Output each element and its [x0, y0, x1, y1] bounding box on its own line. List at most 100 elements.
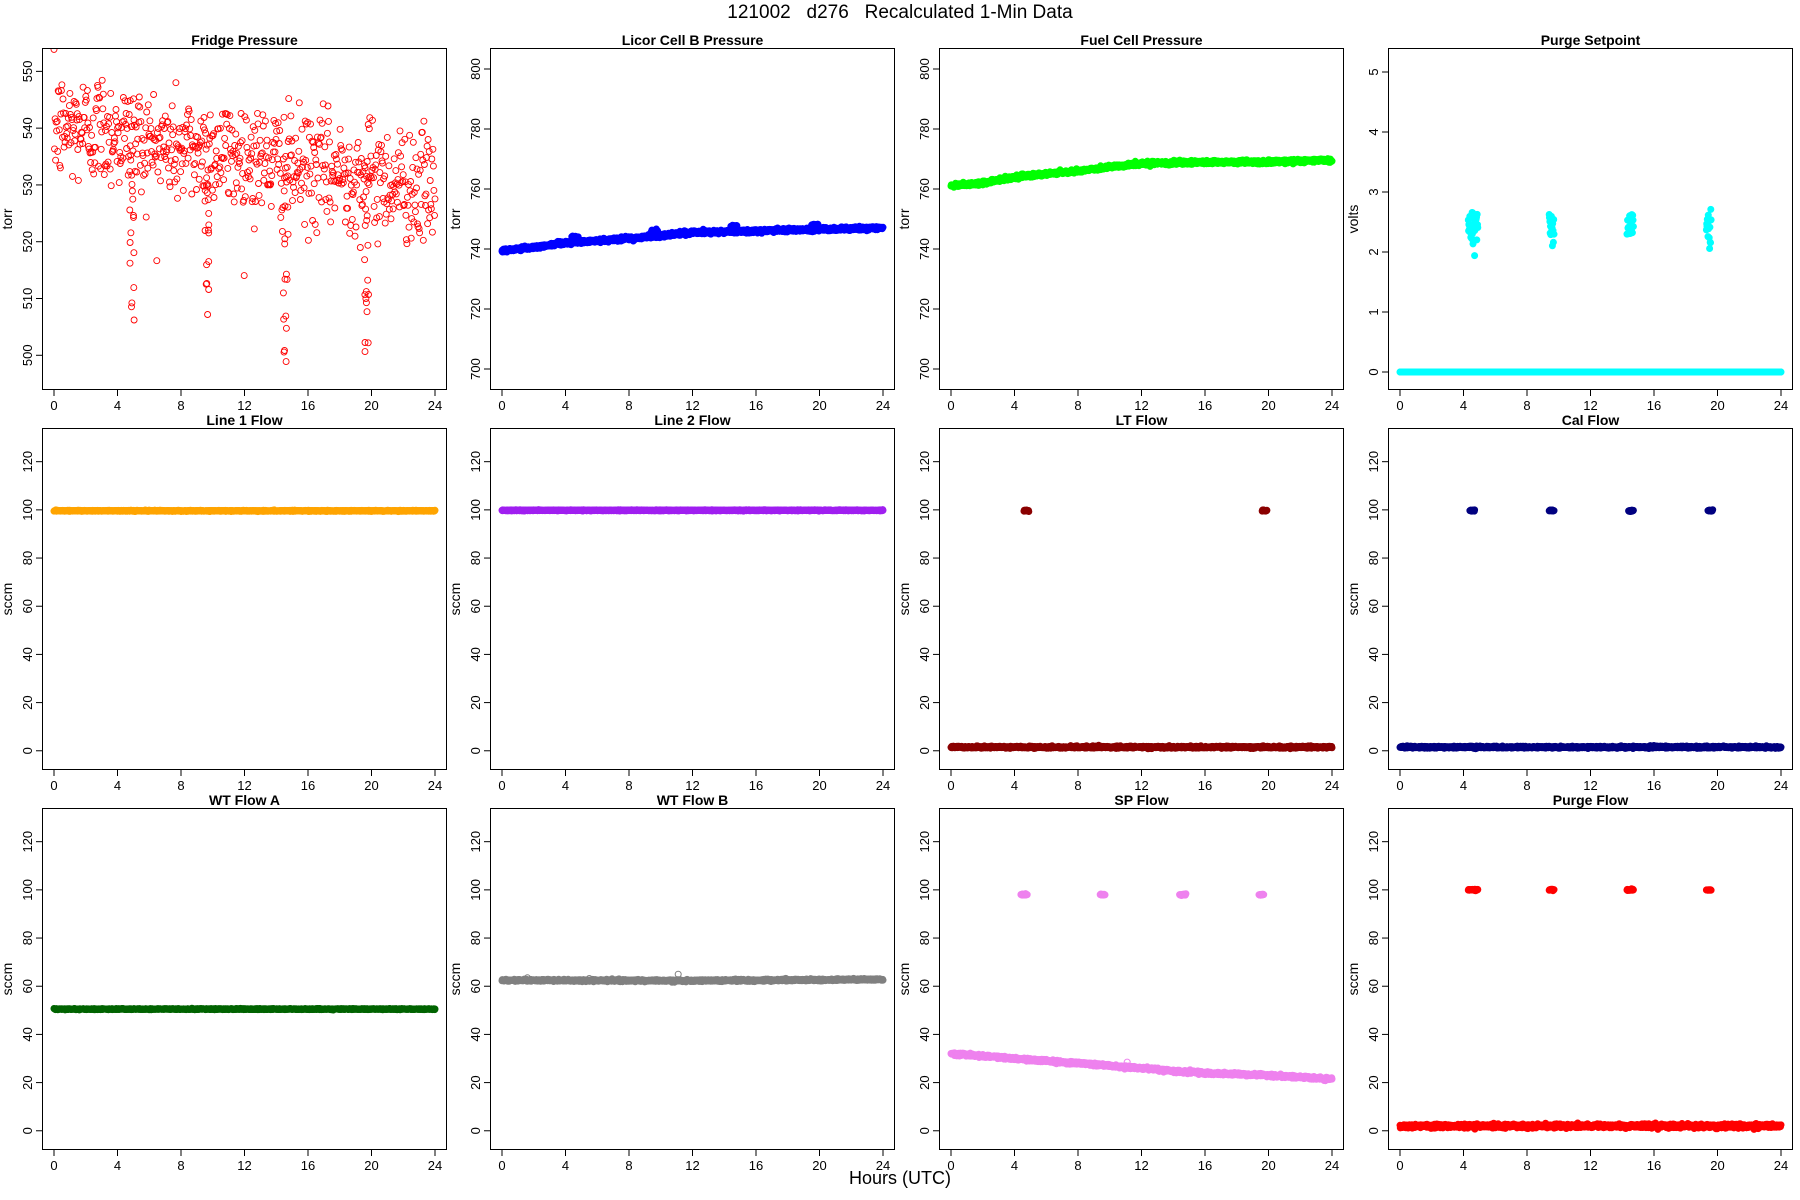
data-point	[287, 112, 295, 120]
data-point	[281, 235, 289, 243]
data-point	[54, 147, 62, 155]
data-point	[277, 179, 285, 187]
data-point	[198, 137, 206, 145]
data-point	[69, 172, 76, 180]
data-point	[334, 160, 341, 168]
data-point	[312, 156, 320, 164]
data-point	[233, 184, 241, 192]
data-point	[268, 172, 276, 180]
data-point	[219, 110, 226, 118]
data-point	[351, 232, 359, 240]
data-point	[184, 154, 192, 162]
data-point	[225, 190, 233, 198]
data-point	[430, 186, 438, 194]
data-point	[277, 213, 285, 221]
data-point	[128, 171, 136, 179]
data-point	[283, 275, 291, 283]
data-point	[302, 120, 310, 128]
data-point	[258, 199, 266, 207]
data-point	[240, 196, 248, 204]
data-point	[417, 150, 425, 158]
data-point	[314, 174, 322, 182]
data-point	[241, 113, 249, 121]
data-point	[392, 190, 400, 198]
data-point	[426, 177, 434, 184]
data-point	[112, 106, 120, 113]
data-point	[300, 184, 308, 192]
data-point	[197, 162, 205, 170]
data-point	[383, 133, 391, 141]
data-point	[276, 169, 284, 177]
data-point	[393, 198, 401, 206]
x-tick-label: 0	[1396, 398, 1403, 413]
data-point	[142, 213, 150, 221]
y-axis-label: torr	[896, 208, 912, 229]
data-point	[181, 125, 189, 133]
data-point	[361, 164, 369, 172]
data-point	[349, 188, 357, 196]
data-point	[406, 187, 414, 195]
data-point	[62, 123, 70, 131]
x-tick-label: 16	[1647, 398, 1661, 413]
x-tick-label: 4	[1011, 398, 1018, 413]
data-point	[282, 270, 290, 278]
data-point	[365, 174, 373, 181]
data-point	[205, 221, 213, 229]
y-tick-label: 500	[20, 344, 35, 366]
data-point	[362, 299, 370, 307]
data-point	[353, 144, 361, 152]
data-point	[91, 143, 99, 151]
data-point	[88, 131, 96, 139]
data-point	[367, 152, 375, 160]
data-point	[204, 311, 212, 318]
data-point	[252, 142, 260, 150]
data-point	[336, 125, 344, 133]
figure-title: 121002 d276 Recalculated 1-Min Data	[727, 2, 1073, 23]
y-tick-label: 1	[1366, 308, 1381, 315]
data-point	[138, 135, 146, 143]
data-point	[147, 125, 155, 133]
data-point	[117, 153, 125, 161]
data-point	[201, 186, 209, 194]
data-point	[193, 186, 200, 193]
data-point	[311, 220, 319, 228]
data-point	[216, 124, 224, 132]
data-point	[223, 120, 231, 128]
data-point	[411, 208, 419, 216]
y-tick-label: 800	[917, 58, 932, 80]
data-point	[416, 229, 424, 237]
data-point	[65, 102, 73, 110]
data-point	[431, 195, 439, 203]
data-point	[365, 181, 373, 189]
x-tick-label: 16	[749, 398, 763, 413]
data-point	[141, 159, 149, 167]
x-tick-label: 20	[812, 398, 826, 413]
data-point	[402, 211, 410, 219]
data-point	[202, 129, 210, 137]
data-point	[389, 205, 397, 213]
data-point	[115, 179, 123, 187]
data-point	[160, 125, 168, 132]
data-point	[140, 171, 148, 179]
data-point	[348, 215, 356, 223]
data-point	[130, 316, 138, 324]
data-point	[363, 212, 371, 220]
data-point	[340, 170, 348, 178]
data-point	[275, 161, 283, 168]
x-tick-label: 12	[1134, 398, 1148, 413]
data-point	[123, 124, 131, 132]
data-point	[163, 146, 171, 154]
data-point	[205, 286, 213, 293]
data-point	[420, 161, 428, 168]
data-point	[280, 113, 288, 121]
data-point	[222, 110, 230, 118]
x-tick-label: 16	[1198, 398, 1212, 413]
data-point	[153, 257, 161, 265]
x-tick-label: 4	[114, 398, 121, 413]
data-point	[79, 83, 87, 91]
panel-title: Fridge Pressure	[191, 32, 298, 48]
data-point	[364, 121, 372, 128]
data-point	[128, 299, 136, 307]
x-tick-label: 4	[562, 398, 569, 413]
